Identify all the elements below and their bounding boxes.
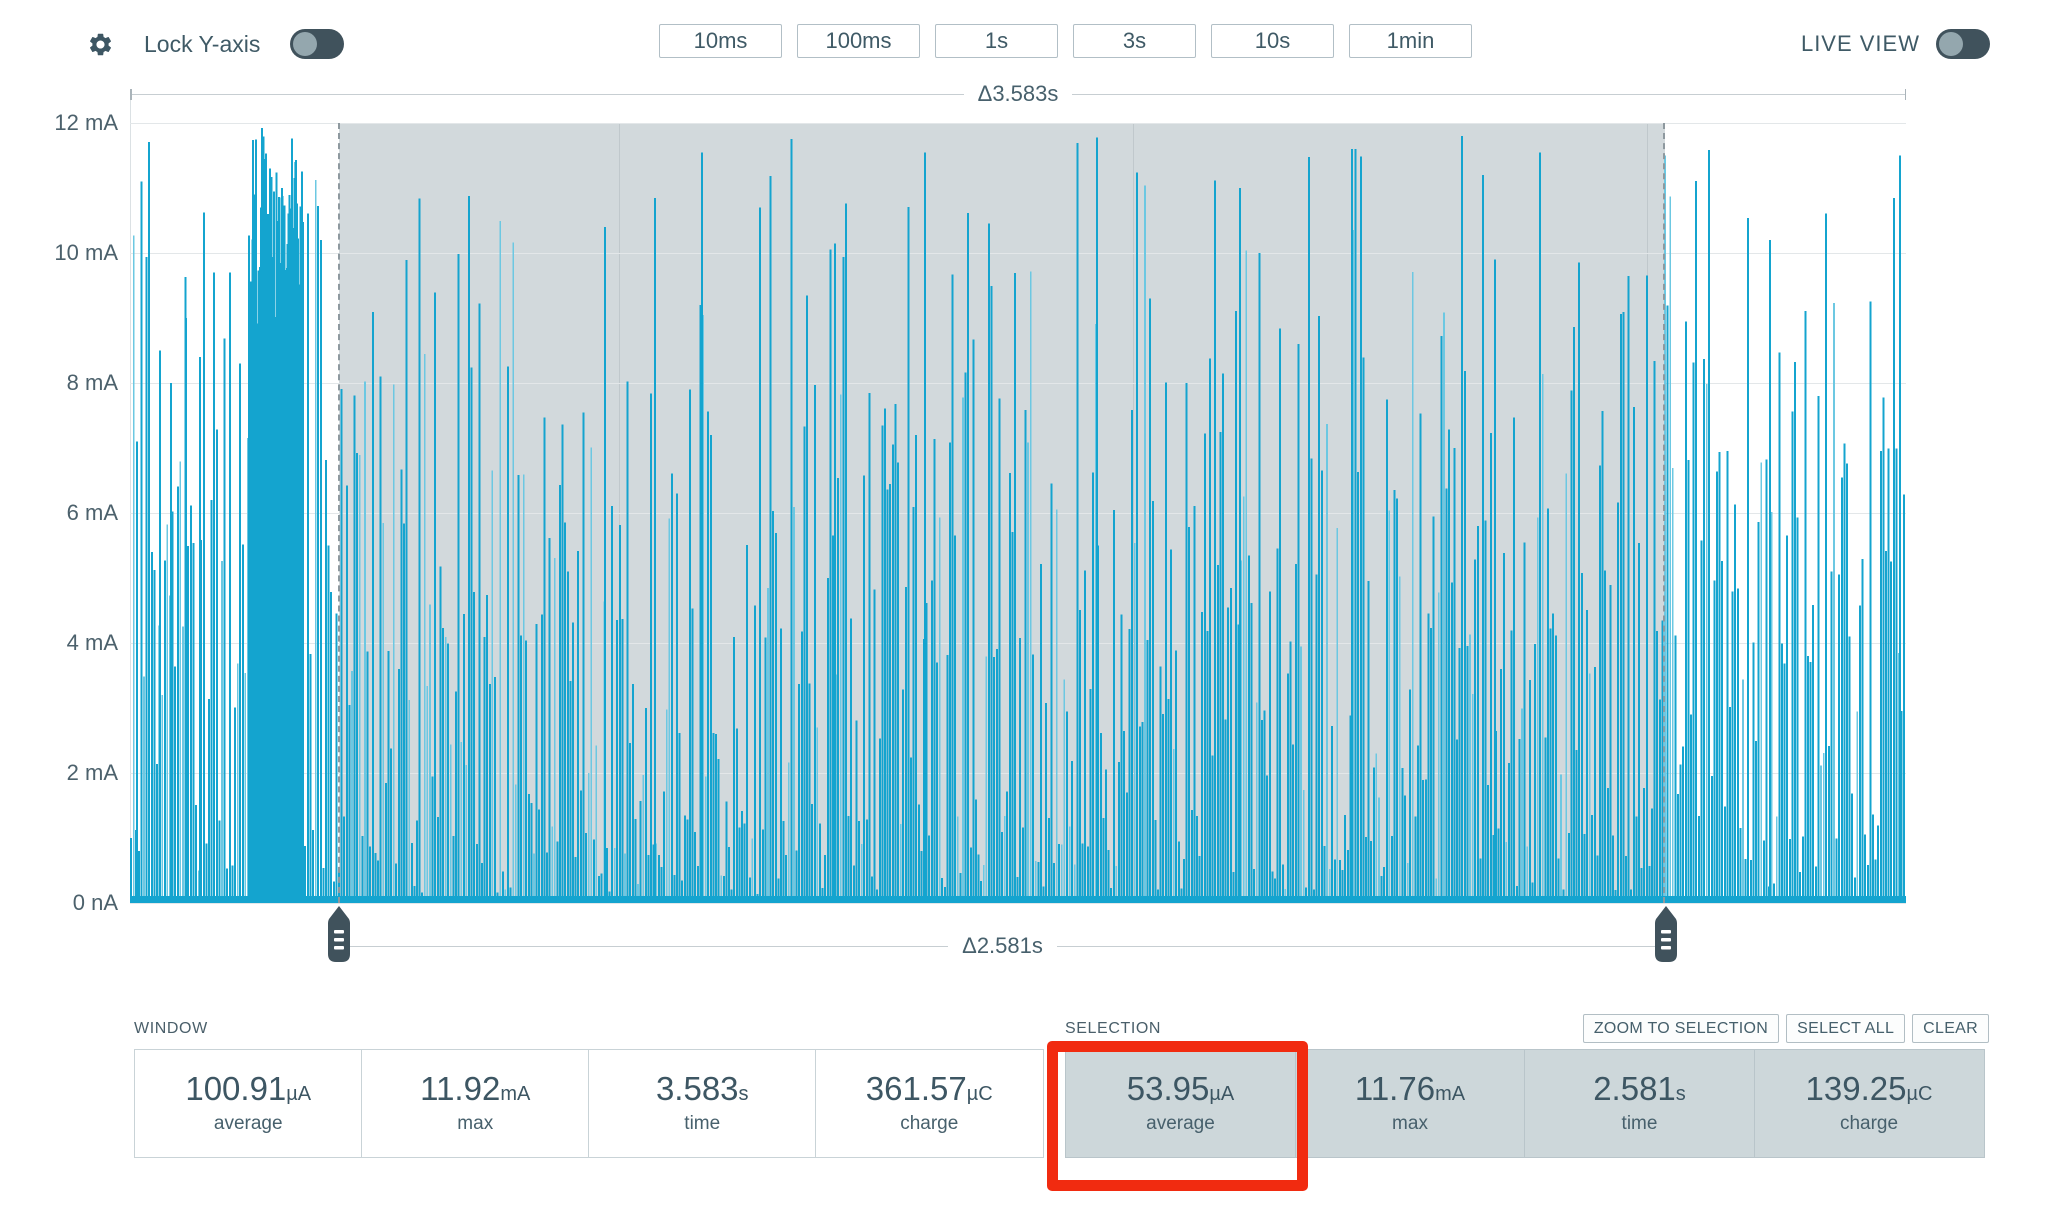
ruler-end-tick <box>130 88 132 100</box>
window-stats: 100.91µA average 11.92mA max 3.583s time… <box>134 1049 1044 1158</box>
gridline-4mA <box>130 643 1906 644</box>
window-max-cell: 11.92mA max <box>361 1049 590 1158</box>
selection-left-edge[interactable] <box>338 123 340 903</box>
time-button-3s[interactable]: 3s <box>1073 24 1196 58</box>
selection-charge-cell: 139.25µC charge <box>1753 1049 1985 1158</box>
y-tick-6mA: 6 mA <box>66 500 118 525</box>
lock-y-axis-toggle[interactable] <box>290 29 345 59</box>
gridline-6mA <box>130 513 1906 514</box>
toggle-knob <box>1939 32 1963 56</box>
clear-button[interactable]: CLEAR <box>1912 1014 1989 1043</box>
selection-duration-label: Δ2.581s <box>948 933 1057 959</box>
toggle-knob <box>293 32 318 56</box>
window-charge-cell: 361.57µC charge <box>815 1049 1044 1158</box>
gridline-8mA <box>130 383 1906 384</box>
selection-average-cell: 53.95µA average <box>1065 1049 1296 1158</box>
selection-time-cell: 2.581s time <box>1524 1049 1755 1158</box>
selection-stats-label: SELECTION <box>1065 1020 1162 1037</box>
y-tick-10mA: 10 mA <box>54 240 118 265</box>
time-button-10ms[interactable]: 10ms <box>659 24 782 58</box>
zoom-to-selection-button[interactable]: ZOOM TO SELECTION <box>1582 1014 1780 1043</box>
live-view-label: LIVE VIEW <box>1800 31 1920 56</box>
y-tick-0nA: 0 nA <box>72 890 118 915</box>
y-tick-4mA: 4 mA <box>66 630 118 655</box>
y-tick-2mA: 2 mA <box>66 760 118 785</box>
live-view-control: LIVE VIEW <box>1801 26 1990 62</box>
gridline-2mA <box>130 773 1906 774</box>
current-trace <box>130 128 1906 903</box>
live-view-toggle[interactable] <box>1936 29 1990 59</box>
selection-max-cell: 11.76mA max <box>1294 1049 1526 1158</box>
selection-right-handle[interactable] <box>1653 905 1679 963</box>
selection-duration-ruler: Δ2.581s <box>339 933 1666 959</box>
time-button-1min[interactable]: 1min <box>1349 24 1472 58</box>
select-all-button[interactable]: SELECT ALL <box>1786 1014 1906 1043</box>
toolbar-left: Lock Y-axis <box>86 26 345 62</box>
lock-y-axis-label: Lock Y-axis <box>144 30 261 57</box>
gridline-10mA <box>130 253 1906 254</box>
window-average-cell: 100.91µA average <box>134 1049 363 1158</box>
gridline-12mA <box>130 123 1906 124</box>
y-tick-12mA: 12 mA <box>54 110 118 135</box>
selection-right-edge[interactable] <box>1663 123 1665 903</box>
selection-left-handle[interactable] <box>326 905 352 963</box>
time-button-10s[interactable]: 10s <box>1211 24 1334 58</box>
window-duration-label: Δ3.583s <box>963 81 1073 107</box>
y-axis-spine <box>130 100 131 903</box>
y-tick-8mA: 8 mA <box>66 370 118 395</box>
time-button-1s[interactable]: 1s <box>935 24 1058 58</box>
window-stats-label: WINDOW <box>134 1020 208 1037</box>
window-duration-ruler: Δ3.583s <box>130 81 1906 107</box>
selection-action-buttons: ZOOM TO SELECTION SELECT ALL CLEAR <box>1582 1014 1989 1043</box>
time-window-buttons: 10ms 100ms 1s 3s 10s 1min <box>659 24 1472 58</box>
selection-stats: 53.95µA average 11.76mA max 2.581s time … <box>1065 1049 1985 1158</box>
gear-icon <box>89 33 111 55</box>
ruler-end-tick <box>1904 88 1906 100</box>
gridline-0 <box>130 903 1906 904</box>
settings-button[interactable] <box>86 30 114 58</box>
time-button-100ms[interactable]: 100ms <box>797 24 920 58</box>
window-time-cell: 3.583s time <box>588 1049 817 1158</box>
